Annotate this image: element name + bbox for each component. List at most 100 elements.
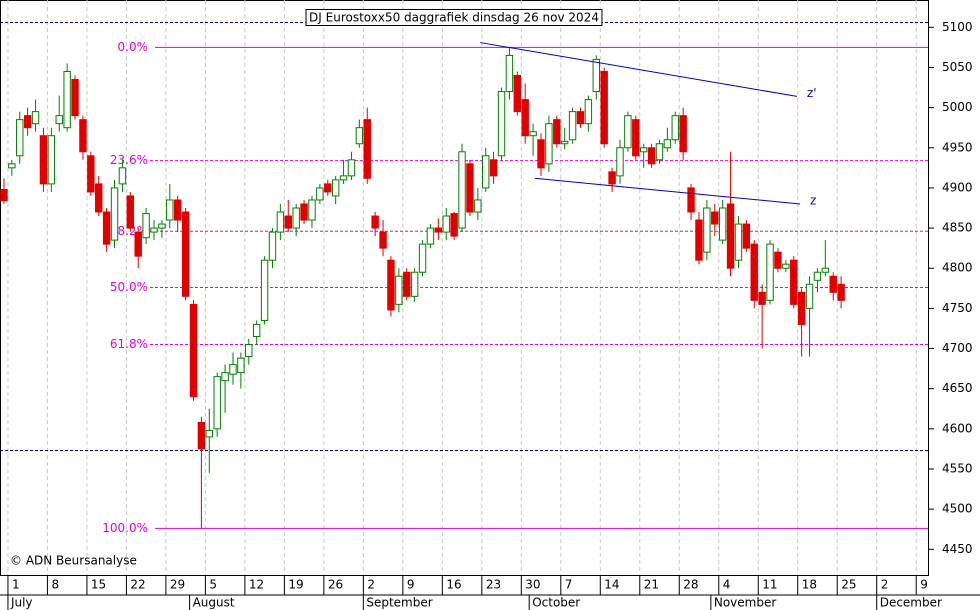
chart-title: DJ Eurostoxx50 daggrafiek dinsdag 26 nov… (309, 11, 599, 25)
candle-body (458, 151, 466, 229)
x-tick-label: 4 (723, 578, 731, 592)
candle-body (679, 115, 687, 153)
candle-body (616, 147, 624, 177)
candle-body (797, 291, 806, 325)
candle-body (718, 207, 727, 241)
candle-body (245, 344, 253, 358)
fib-label: 0.0% (118, 40, 149, 54)
candle-body (505, 54, 514, 93)
title-box (305, 9, 603, 26)
candle-body (482, 155, 490, 189)
candle-body (711, 211, 719, 225)
fib-label: 100.0% (102, 521, 148, 535)
month-label: September (366, 596, 432, 610)
candle-body (142, 213, 150, 239)
y-tick-label: 4800 (942, 261, 973, 275)
candle-body (774, 251, 782, 269)
candle-body (331, 179, 340, 197)
candle-body (308, 199, 316, 221)
candle-body (0, 189, 8, 202)
plot-frame (0, 0, 929, 576)
candle-body (221, 372, 229, 382)
candle-body (695, 219, 703, 261)
candle-body (260, 259, 269, 321)
candle-body (687, 187, 695, 213)
candle-body (647, 147, 656, 165)
y-tick-label: 4450 (942, 542, 973, 556)
candle-body (545, 123, 553, 165)
y-tick-label: 5000 (942, 100, 973, 114)
y-tick-label: 4700 (942, 341, 973, 355)
x-tick-label: 2 (881, 578, 889, 592)
candle-body (568, 111, 577, 141)
candle-body (23, 115, 32, 129)
candle-body (584, 99, 593, 125)
candle-body (316, 187, 324, 201)
x-tick-label: 23 (486, 578, 501, 592)
trendline-label: z (810, 193, 816, 207)
y-tick-label: 5100 (942, 20, 973, 34)
candle-body (205, 429, 213, 438)
candle-body (237, 357, 245, 374)
candle-body (750, 243, 758, 301)
candle-body (166, 199, 174, 221)
y-tick-label: 4550 (942, 461, 973, 475)
y-tick-label: 4850 (942, 221, 973, 235)
candle-body (497, 91, 506, 157)
x-tick-label: 11 (762, 578, 777, 592)
candle-body (229, 364, 237, 375)
credit: © ADN Beursanalyse (10, 554, 137, 568)
trendline (480, 42, 797, 97)
candle-body (742, 223, 751, 249)
fib-label: 23.6% (110, 153, 148, 167)
candle-body (363, 119, 371, 179)
candle-body (608, 171, 616, 185)
candle-body (450, 213, 458, 237)
candle-body (671, 115, 679, 141)
candle-body (418, 243, 427, 273)
candle-body (410, 271, 419, 297)
x-tick-label: 22 (130, 578, 145, 592)
candle-body (663, 139, 672, 149)
candle-body (703, 207, 711, 253)
candle-body (403, 271, 411, 297)
x-tick-label: 8 (51, 578, 59, 592)
x-tick-label: 18 (802, 578, 817, 592)
month-label: August (193, 596, 235, 610)
candle-body (31, 111, 40, 125)
candle-body (426, 227, 435, 245)
x-tick-label: 21 (644, 578, 659, 592)
candle-body (782, 263, 790, 269)
y-tick-label: 4600 (942, 421, 973, 435)
x-tick-label: 1 (12, 578, 20, 592)
x-tick-label: 2 (367, 578, 375, 592)
candle-body (521, 99, 529, 137)
candle-body (632, 119, 640, 157)
candle-body (339, 175, 348, 181)
candle-body (805, 283, 814, 309)
trendline-label: z' (807, 86, 817, 100)
candle-body (790, 259, 798, 305)
candle-body (102, 211, 111, 245)
fib-label: 50.0% (110, 280, 148, 294)
x-tick-label: 25 (841, 578, 856, 592)
candle-body (292, 207, 300, 229)
x-tick-label: 7 (565, 578, 573, 592)
candle-body (63, 70, 71, 129)
x-tick-label: 12 (249, 578, 264, 592)
candle-body (600, 70, 608, 145)
month-label: July (10, 596, 33, 610)
candle-body (466, 163, 474, 213)
candle-body (395, 275, 403, 305)
candle-body (39, 135, 48, 185)
candle-body (95, 183, 103, 213)
candle-body (300, 203, 308, 221)
candle-body (655, 143, 664, 161)
candle-body (189, 303, 198, 398)
x-tick-label: 26 (328, 578, 343, 592)
candle-body (474, 199, 482, 213)
candle-body (213, 376, 221, 430)
trendline (534, 177, 801, 205)
candle-body (442, 215, 450, 233)
candle-body (639, 147, 648, 153)
